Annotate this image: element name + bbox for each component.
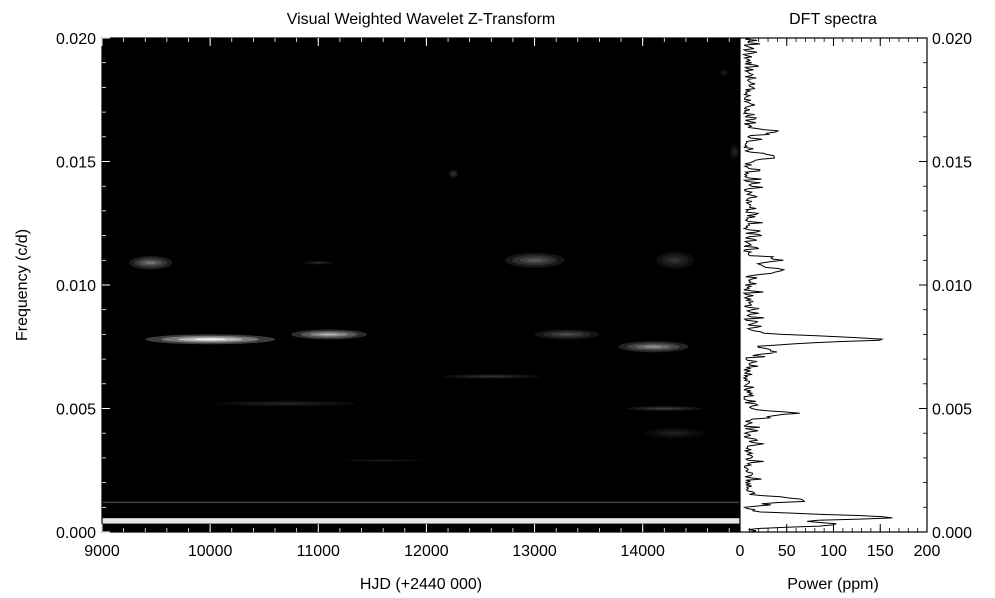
wavelet-contour [667, 432, 683, 435]
wavelet-contours [102, 68, 740, 524]
y-tick-label-right: 0.000 [932, 525, 972, 542]
wavelet-band [102, 518, 740, 524]
x-tick-label: 13000 [512, 543, 557, 560]
x-tick-label: 10000 [188, 543, 233, 560]
wavelet-contour [314, 262, 323, 264]
dft-x-tick-label: 0 [736, 543, 745, 560]
dft-background [740, 38, 927, 532]
x-tick-label: 12000 [404, 543, 449, 560]
y-tick-label-right: 0.015 [932, 155, 972, 172]
wavelet-contour [654, 408, 674, 409]
y-tick-label-left: 0.015 [56, 155, 96, 172]
wavelet-contour [558, 333, 576, 336]
wavelet-contour [193, 338, 227, 341]
y-tick-label-right: 0.005 [932, 402, 972, 419]
x-tick-label: 9000 [84, 543, 120, 560]
dft-x-axis-label: Power (ppm) [787, 576, 879, 593]
y-tick-label-left: 0.005 [56, 402, 96, 419]
wavelet-contour [319, 333, 339, 336]
y-tick-label-left: 0.020 [56, 31, 96, 48]
y-tick-label-left: 0.000 [56, 525, 96, 542]
x-tick-label: 11000 [297, 543, 340, 560]
wavelet-contour [670, 258, 680, 262]
wavelet-x-axis-label: HJD (+2440 000) [360, 576, 482, 593]
y-tick-label-right: 0.020 [932, 31, 972, 48]
wavelet-title: Visual Weighted Wavelet Z-Transform [287, 11, 556, 28]
dft-x-tick-label: 50 [778, 543, 796, 560]
wavelet-contour [722, 71, 725, 74]
dft-axis-ticks: 0.000 0.005 0.010 0.015 0.020 0 50 100 150 200 [736, 31, 973, 560]
wavelet-contour [644, 345, 663, 348]
y-tick-label-right: 0.010 [932, 278, 972, 295]
dft-x-tick-label: 200 [914, 543, 941, 560]
dft-title: DFT spectra [789, 11, 877, 28]
wavelet-contour [527, 258, 542, 262]
wavelet-contour [268, 403, 304, 405]
wavelet-contour [733, 150, 736, 154]
wavelet-contour [145, 261, 157, 265]
dft-spectrum [741, 38, 893, 532]
wavelet-band [102, 501, 740, 504]
dft-x-tick-label: 100 [820, 543, 847, 560]
dft-power-line [741, 38, 893, 532]
wavelet-contour [452, 173, 455, 175]
wavelet-contour [479, 375, 504, 377]
x-tick-label: 14000 [620, 543, 665, 560]
dft-x-tick-label: 150 [867, 543, 894, 560]
y-tick-label-left: 0.010 [56, 278, 96, 295]
wavelet-axis-ticks: 9000 10000 11000 12000 13000 14000 0.000 0.005 0… [56, 31, 730, 560]
y-axis-label: Frequency (c/d) [14, 229, 31, 341]
wavelet-background [102, 38, 740, 532]
